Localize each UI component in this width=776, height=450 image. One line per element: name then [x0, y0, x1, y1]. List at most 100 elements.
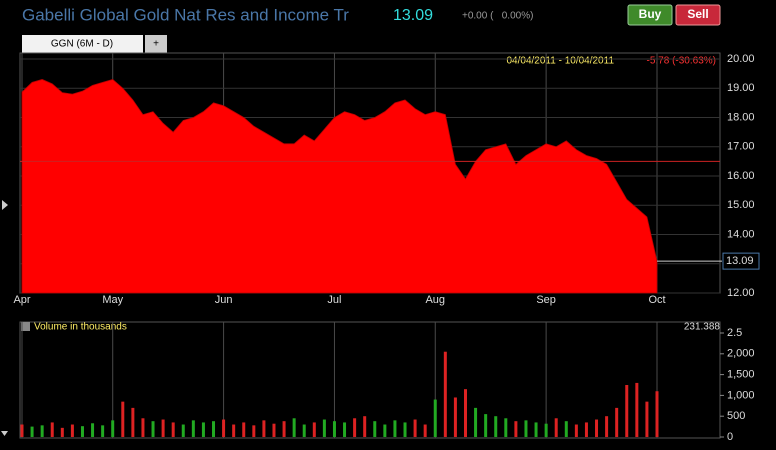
volume-bar — [595, 419, 599, 437]
tab-add-label[interactable]: + — [153, 39, 159, 50]
volume-bar — [242, 422, 246, 437]
volume-bar — [282, 421, 286, 437]
volume-bar — [111, 420, 115, 437]
volume-bar — [131, 407, 135, 437]
volume-bar — [222, 419, 226, 437]
buy-button[interactable] — [627, 4, 673, 26]
volume-bar — [272, 423, 276, 437]
volume-bar — [201, 422, 205, 437]
volume-bar — [161, 419, 165, 437]
volume-bar — [615, 407, 619, 437]
volume-bar — [423, 424, 427, 437]
scroll-arrow[interactable] — [2, 200, 8, 210]
volume-bar — [474, 407, 478, 437]
volume-bar — [635, 382, 639, 437]
volume-bar — [91, 423, 95, 437]
x-tick-label: Aug — [425, 294, 445, 306]
volume-bar — [292, 418, 296, 437]
volume-readout: 231.388 — [684, 322, 721, 333]
y-tick-label: 500 — [727, 410, 745, 422]
volume-bar — [504, 418, 508, 437]
x-tick-label: Sep — [536, 294, 556, 306]
volume-bar — [544, 423, 548, 437]
volume-bar — [363, 416, 367, 437]
sell-label[interactable]: Sell — [687, 7, 708, 21]
volume-bar — [605, 416, 609, 437]
close-box[interactable] — [21, 322, 30, 331]
volume-bar — [101, 425, 105, 437]
volume-bar — [232, 424, 236, 437]
y-tick-label: 18.00 — [727, 111, 755, 123]
volume-bar — [433, 399, 437, 437]
volume-label: Volume in thousands — [34, 322, 127, 333]
volume-bar — [443, 351, 447, 437]
volume-bar — [393, 420, 397, 437]
volume-bar — [171, 422, 175, 437]
scroll-arrow[interactable] — [1, 431, 8, 436]
title: Gabelli Global Gold Nat Res and Income T… — [22, 5, 349, 24]
volume-bar — [524, 420, 528, 437]
volume-bar — [151, 421, 155, 437]
price-area — [21, 79, 658, 294]
volume-bar — [70, 424, 74, 437]
volume-bar — [262, 420, 266, 437]
volume-bar — [534, 422, 538, 437]
x-tick-label: Apr — [13, 294, 30, 306]
volume-bar — [574, 424, 578, 437]
y-tick-label: 2,000 — [727, 348, 755, 360]
volume-bar — [302, 424, 306, 437]
tab-label[interactable]: GGN (6M - D) — [51, 39, 113, 50]
volume-bar — [60, 427, 64, 437]
volume-bar — [484, 414, 488, 437]
volume-bar — [40, 425, 44, 437]
volume-bar — [494, 416, 498, 437]
volume-bar — [252, 425, 256, 437]
volume-bar — [141, 418, 145, 437]
volume-bar — [181, 424, 185, 437]
tab-add[interactable] — [145, 35, 167, 53]
volume-bar — [645, 401, 649, 437]
volume-bar — [121, 401, 125, 437]
y-tick-label: 19.00 — [727, 82, 755, 94]
x-tick-label: Jul — [327, 294, 341, 306]
y-tick-label: 1,000 — [727, 389, 755, 401]
y-tick-label: 20.00 — [727, 53, 755, 65]
change-label: -5.78 (-30.63%) — [647, 56, 716, 67]
last-price: 13.09 — [393, 7, 433, 24]
volume-bar — [463, 389, 467, 437]
x-tick-label: Jun — [215, 294, 233, 306]
change: +0.00 ( 0.00%) — [462, 11, 533, 22]
y-tick-label: 14.00 — [727, 228, 755, 240]
y-tick-label: 16.00 — [727, 170, 755, 182]
y-tick-label: 12.00 — [727, 287, 755, 299]
volume-bar — [554, 418, 558, 437]
volume-bar — [403, 422, 407, 437]
volume-bar — [413, 419, 417, 437]
volume-bar — [655, 391, 659, 437]
volume-bar — [191, 420, 195, 437]
sell-button[interactable] — [675, 4, 721, 26]
tab[interactable] — [22, 35, 143, 53]
y-tick-label: 0 — [727, 431, 733, 443]
volume-panel — [19, 321, 721, 439]
volume-bar — [383, 424, 387, 437]
x-tick-label: Oct — [648, 294, 665, 306]
range-label: 04/04/2011 - 10/04/2011 — [507, 56, 615, 67]
volume-bar — [453, 397, 457, 437]
volume-bar — [80, 426, 84, 437]
volume-bar — [564, 421, 568, 437]
y-tick-label: 17.00 — [727, 141, 755, 153]
volume-bar — [30, 426, 34, 437]
volume-bar — [50, 422, 54, 437]
volume-bar — [322, 419, 326, 437]
y-tick-label: 1,500 — [727, 369, 755, 381]
volume-bar — [312, 422, 316, 437]
volume-bar — [332, 421, 336, 437]
y-tick-label: 15.00 — [727, 199, 755, 211]
buy-label[interactable]: Buy — [639, 7, 662, 21]
y-tick-label: 2.5 — [727, 327, 742, 339]
volume-bar — [353, 418, 357, 437]
volume-bar — [373, 421, 377, 437]
